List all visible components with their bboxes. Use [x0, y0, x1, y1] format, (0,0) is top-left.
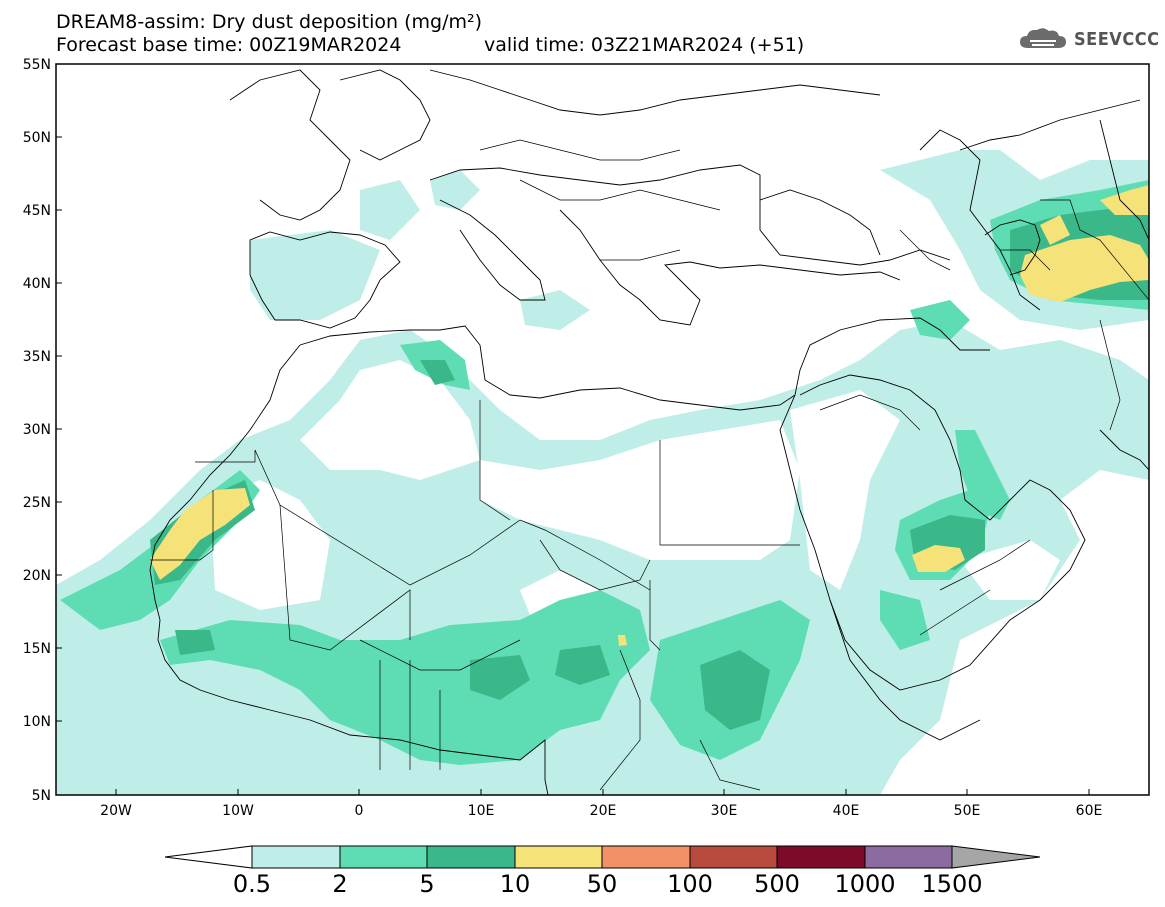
borders [150, 139, 1149, 791]
colorbar-swatch [339, 845, 428, 869]
lat-tick-label: 30N [23, 422, 51, 438]
map-title: DREAM8-assim: Dry dust deposition (mg/m²… [56, 11, 483, 33]
lat-tick-label: 10N [23, 714, 51, 730]
coastlines [149, 69, 1149, 795]
lat-axis: 55N 50N 45N 40N 35N 30N 25N 20N 15N 10N … [23, 57, 62, 804]
lat-tick-label: 55N [23, 57, 51, 73]
lon-tick-label: 50E [954, 803, 981, 819]
lat-tick-label: 5N [32, 788, 51, 804]
lon-tick-label: 20E [590, 803, 617, 819]
lat-tick-label: 50N [23, 130, 51, 146]
colorbar-label: 100 [667, 870, 713, 898]
seevccc-logo: SEEVCCC [1018, 26, 1159, 52]
colorbar-swatch [776, 845, 866, 869]
lat-tick-label: 25N [23, 495, 51, 511]
colorbar-label: 1500 [921, 870, 982, 898]
colorbar-label: 50 [587, 870, 618, 898]
lon-tick-label: 10W [222, 803, 254, 819]
colorbar-label: 1000 [834, 870, 895, 898]
lon-axis: 20W 10W 0 10E 20E 30E 40E 50E 60E [100, 789, 1102, 819]
colorbar-label: 2 [332, 870, 347, 898]
colorbar-over-arrow [951, 845, 1041, 869]
lon-tick-label: 20W [100, 803, 132, 819]
colorbar-swatch [864, 845, 953, 869]
cloud-logo-icon [1020, 28, 1066, 48]
logo-text: SEEVCCC [1074, 28, 1160, 50]
colorbar-label: 500 [754, 870, 800, 898]
colorbar: 0.5 2 5 10 50 100 500 1000 1500 [164, 845, 1041, 898]
lat-tick-label: 45N [23, 203, 51, 219]
lon-tick-label: 40E [833, 803, 860, 819]
colorbar-swatch [514, 845, 603, 869]
dust-fields [56, 150, 1149, 795]
valid-time: valid time: 03Z21MAR2024 (+51) [484, 34, 805, 56]
lon-tick-label: 0 [355, 803, 364, 819]
colorbar-label: 5 [419, 870, 434, 898]
lon-tick-label: 10E [468, 803, 495, 819]
lat-tick-label: 40N [23, 276, 51, 292]
colorbar-under-arrow [164, 845, 253, 869]
lat-tick-label: 35N [23, 349, 51, 365]
lon-tick-label: 30E [711, 803, 738, 819]
colorbar-swatch [251, 845, 341, 869]
lat-tick-label: 20N [23, 568, 51, 584]
lon-tick-label: 60E [1076, 803, 1103, 819]
lat-tick-label: 15N [23, 641, 51, 657]
colorbar-swatch [426, 845, 516, 869]
colorbar-label: 10 [500, 870, 531, 898]
colorbar-swatch [689, 845, 778, 869]
forecast-base-time: Forecast base time: 00Z19MAR2024 [56, 34, 402, 56]
colorbar-label: 0.5 [233, 870, 271, 898]
colorbar-swatch [601, 845, 691, 869]
